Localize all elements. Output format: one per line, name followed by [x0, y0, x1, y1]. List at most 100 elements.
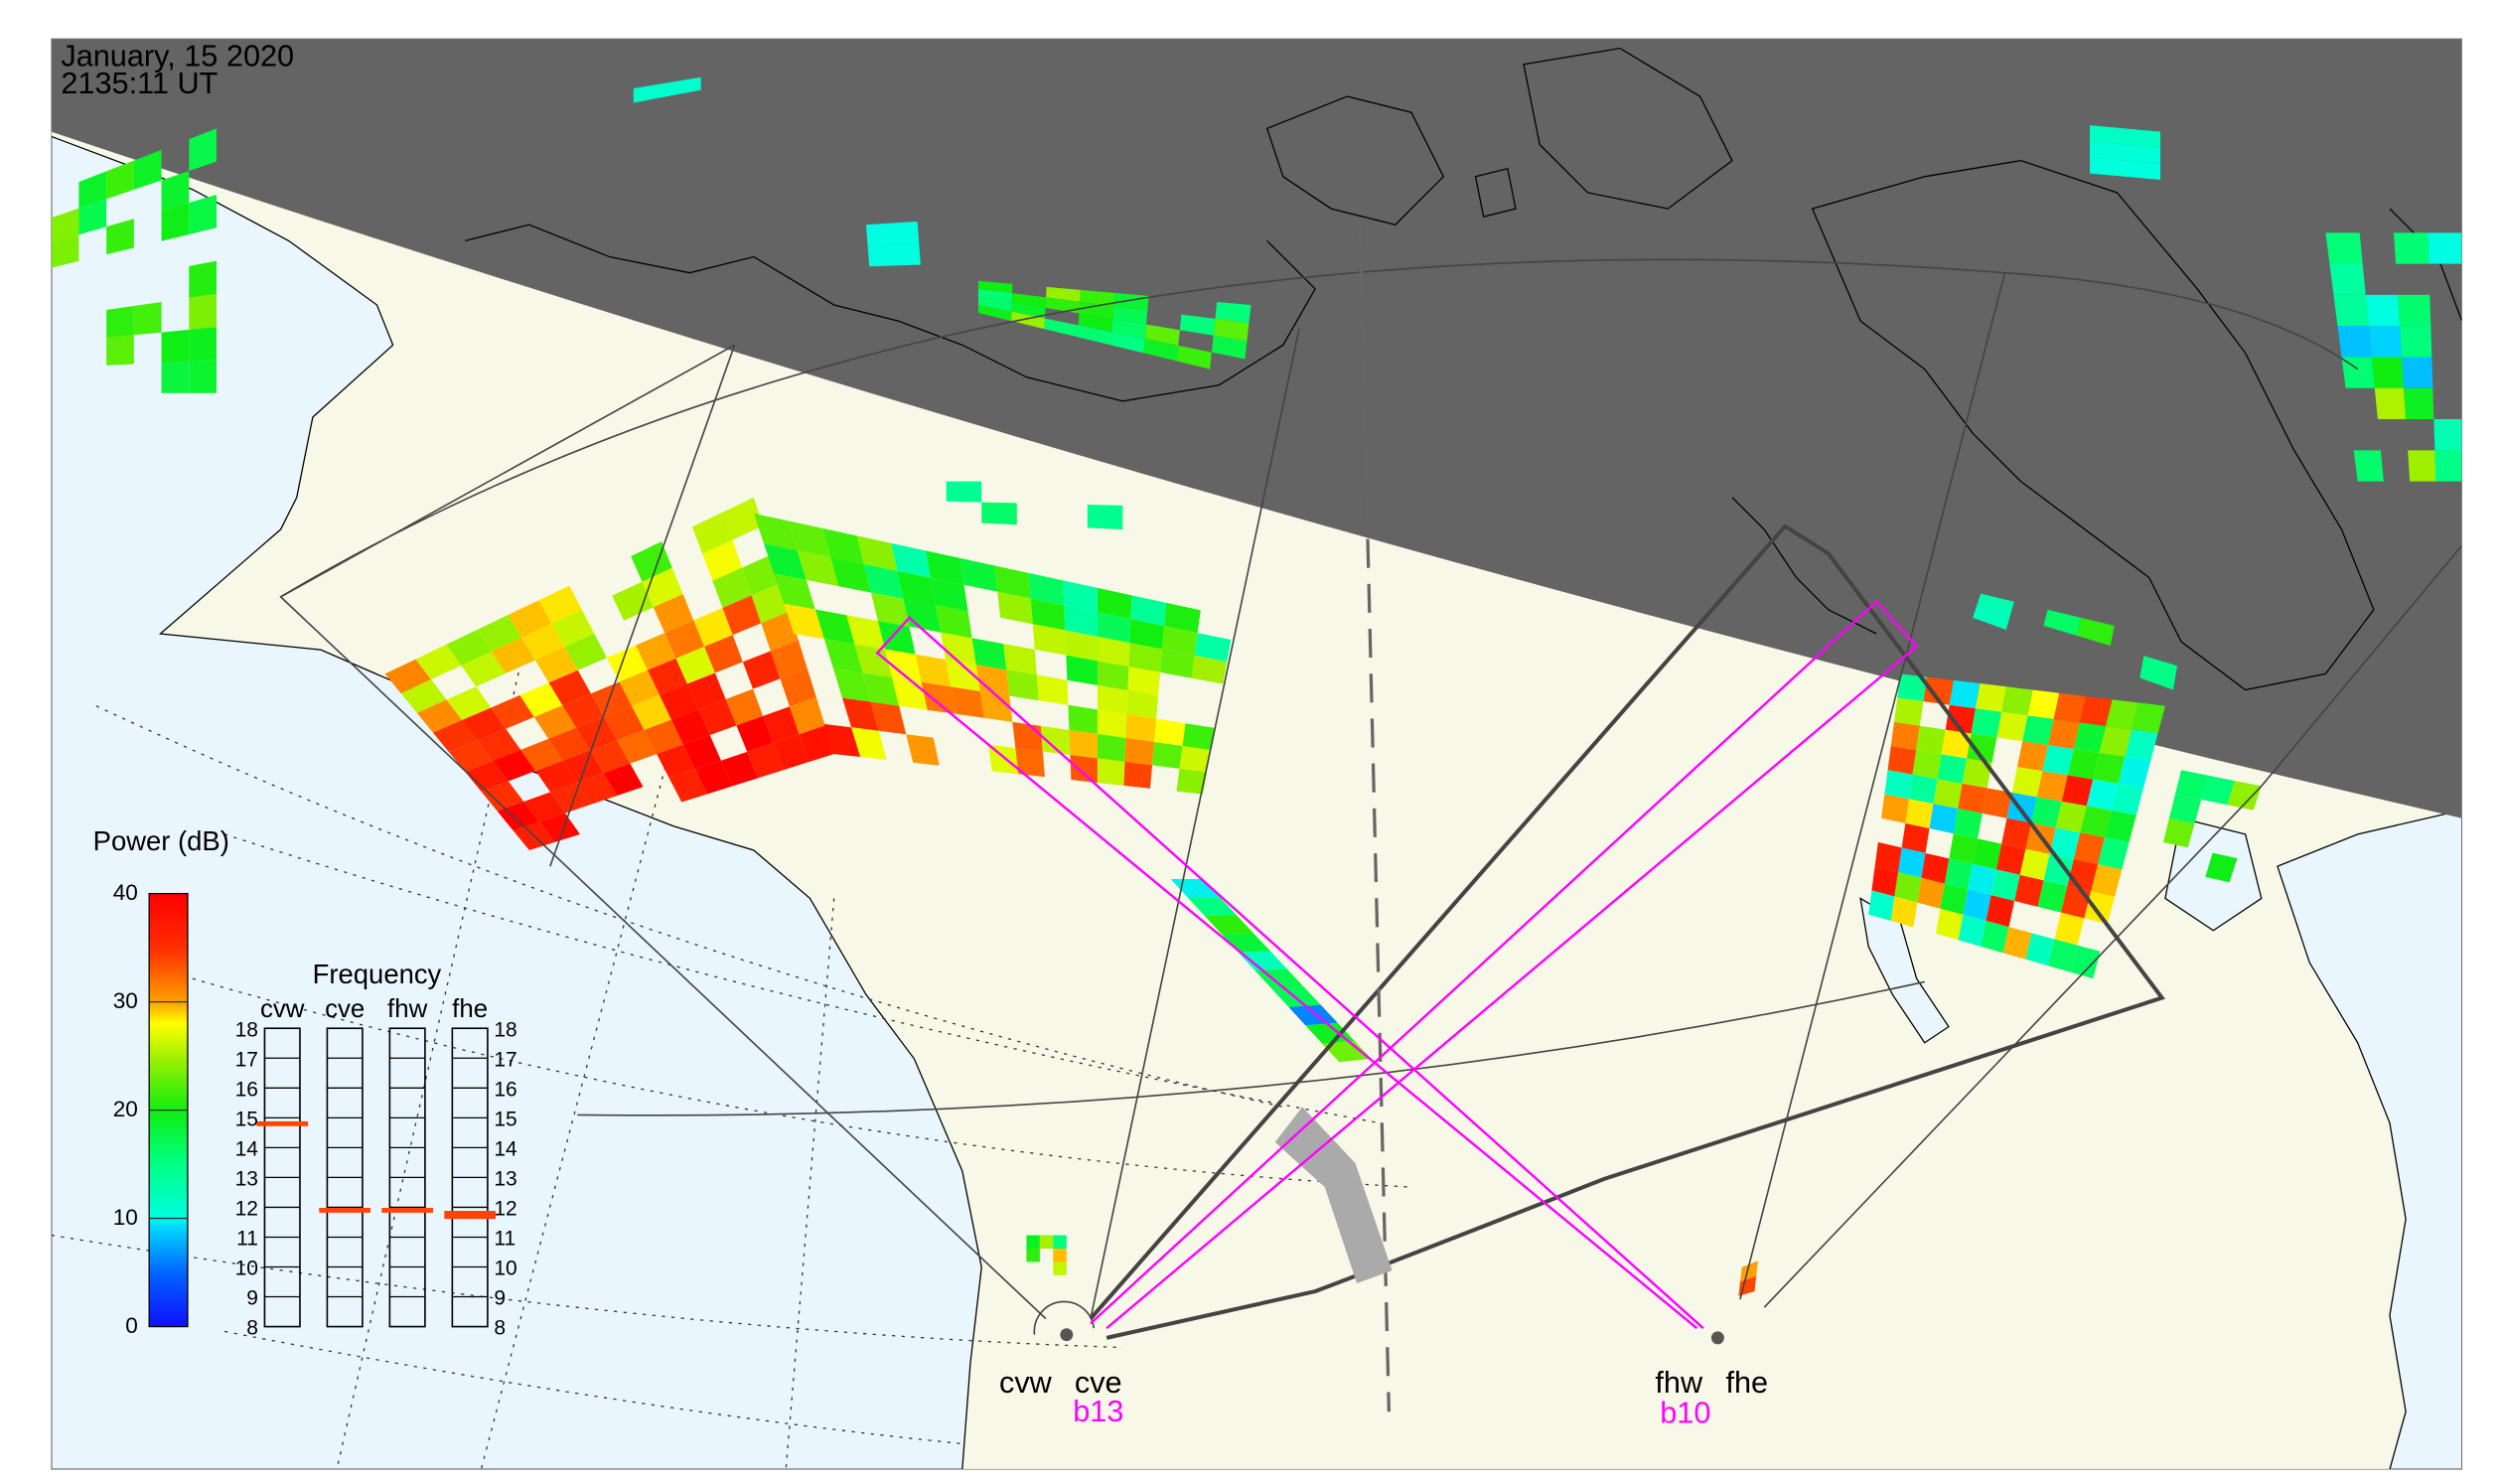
backscatter-cell	[1940, 883, 1969, 915]
backscatter-cell	[1176, 768, 1208, 795]
date-label: January, 15 2020	[61, 38, 294, 73]
backscatter-cell	[686, 672, 726, 710]
backscatter-cell	[1986, 895, 2015, 928]
backscatter-cell	[2168, 794, 2202, 824]
backscatter-cell	[761, 611, 799, 652]
backscatter-cell	[1912, 750, 1942, 780]
backscatter-cell	[1874, 841, 1902, 872]
backscatter-cell	[2098, 837, 2130, 870]
backscatter-cell	[1962, 758, 1992, 789]
backscatter-cell	[2084, 891, 2116, 925]
backscatter-cell	[1977, 593, 2014, 616]
great-lakes	[1859, 897, 1950, 1044]
backscatter-cell	[1968, 863, 1996, 896]
backscatter-cell	[2329, 263, 2366, 295]
freq-tick-left: 15	[235, 1108, 258, 1130]
backscatter-cell	[1128, 643, 1163, 672]
backscatter-cell	[538, 585, 582, 624]
backscatter-cell	[2055, 801, 2087, 833]
backscatter-cell	[189, 194, 217, 235]
backscatter-cell	[1152, 742, 1183, 769]
backscatter-cell	[1125, 714, 1157, 742]
backscatter-cell	[1069, 729, 1098, 759]
backscatter-cell	[1046, 286, 1081, 302]
backscatter-cell	[2027, 689, 2060, 719]
backscatter-cell	[1110, 332, 1145, 354]
freq-tick-left: 13	[235, 1167, 258, 1190]
freq-tick-right: 15	[494, 1108, 516, 1130]
backscatter-cell	[856, 535, 898, 571]
backscatter-cell	[865, 222, 920, 246]
backscatter-cell	[2054, 912, 2085, 946]
backscatter-cell	[1923, 676, 1954, 705]
freq-tick-right: 18	[494, 1018, 516, 1041]
backscatter-cell	[106, 305, 134, 338]
backscatter-cell	[702, 539, 743, 581]
backscatter-cell	[1901, 822, 1930, 853]
backscatter-cell	[751, 582, 790, 624]
backscatter-cell	[863, 563, 904, 599]
backscatter-cell	[1176, 345, 1212, 370]
backscatter-cell	[1097, 684, 1128, 715]
backscatter-cell	[1908, 774, 1938, 805]
backscatter-cell	[521, 623, 565, 661]
backscatter-cell	[951, 686, 984, 718]
backscatter-cell	[1179, 314, 1216, 336]
backscatter-cell	[830, 557, 871, 593]
latlon-grid	[51, 625, 1412, 1470]
backscatter-cell	[606, 645, 649, 682]
backscatter-cell	[1164, 602, 1201, 634]
backscatter-cell	[477, 615, 522, 652]
backscatter-cell	[1937, 754, 1968, 784]
backscatter-cell	[106, 335, 134, 366]
backscatter-cell	[1144, 324, 1180, 346]
freq-tick-left: 8	[246, 1317, 258, 1340]
backscatter-cell	[1066, 655, 1098, 685]
backscatter-cell	[1097, 636, 1130, 668]
station-cv-dot	[1060, 1328, 1074, 1342]
backscatter-cell	[1187, 897, 1237, 916]
backscatter-cell	[692, 512, 733, 554]
backscatter-cell	[2365, 294, 2401, 327]
backscatter-cell	[590, 681, 633, 717]
backscatter-cell	[2227, 781, 2262, 811]
backscatter-cell	[1079, 301, 1114, 320]
freq-tick-right: 8	[494, 1317, 506, 1340]
backscatter-cell	[481, 781, 524, 812]
backscatter-cell	[604, 705, 645, 741]
backscatter-cell	[1026, 1235, 1040, 1249]
backscatter-cell	[1917, 877, 1945, 909]
backscatter-cell	[1044, 318, 1079, 338]
backscatter-cell	[51, 208, 79, 243]
backscatter-cell	[551, 609, 595, 648]
backscatter-cell	[1097, 733, 1126, 762]
night-region	[51, 38, 2462, 818]
backscatter-cell	[877, 621, 916, 655]
backscatter-cell	[2019, 848, 2050, 881]
freq-marker-fhe	[444, 1211, 496, 1220]
backscatter-cell	[576, 773, 618, 805]
backscatter-cell	[2014, 874, 2044, 907]
backscatter-cell	[930, 577, 968, 612]
label-fhe: fhe	[1725, 1365, 1768, 1400]
backscatter-cell	[906, 734, 940, 766]
backscatter-cell	[682, 734, 722, 770]
backscatter-cell	[449, 740, 494, 773]
backscatter-cell	[2205, 852, 2238, 883]
backscatter-cell	[1028, 572, 1065, 606]
backscatter-cell	[789, 696, 825, 735]
backscatter-cell	[2099, 726, 2133, 757]
backscatter-cell	[2394, 232, 2429, 264]
freq-marker-fhw	[381, 1208, 433, 1213]
backscatter-cell	[2036, 771, 2068, 802]
cells	[51, 76, 2462, 1296]
backscatter-cell	[1030, 598, 1066, 631]
beam-b10	[875, 616, 1704, 1330]
station-fh-dot	[1710, 1331, 1724, 1345]
backscatter-cell	[2086, 779, 2119, 811]
backscatter-cell	[994, 565, 1031, 599]
backscatter-cell	[548, 669, 591, 706]
backscatter-cell	[1981, 921, 2009, 954]
backscatter-cell	[562, 750, 604, 783]
backscatter-cell	[977, 296, 1012, 312]
